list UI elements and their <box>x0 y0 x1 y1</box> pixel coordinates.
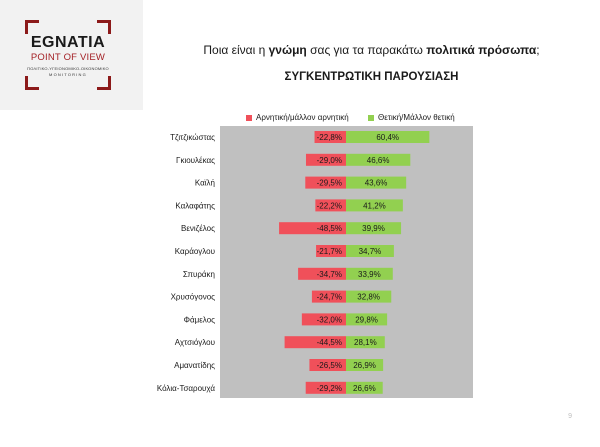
question-emphasis: πολιτικά πρόσωπα <box>426 43 537 57</box>
data-label-positive: 39,9% <box>362 224 385 233</box>
bar-positive <box>346 131 430 143</box>
bar-negative <box>305 381 346 394</box>
data-label-negative: -21,7% <box>317 247 342 256</box>
bar-positive <box>346 290 392 303</box>
bar-positive <box>346 176 407 189</box>
legend-label-negative: Αρνητική/μάλλον αρνητική <box>256 113 349 122</box>
legend-label-positive: Θετική/Μάλλον θετική <box>378 113 455 122</box>
legend-item-positive: Θετική/Μάλλον θετική <box>368 113 455 122</box>
data-label-negative: -26,5% <box>317 361 342 370</box>
data-label-negative: -22,2% <box>317 201 342 210</box>
logo-tagline: POINT OF VIEW <box>30 52 106 63</box>
category-label: Γκιουλέκας <box>176 156 215 165</box>
data-label-positive: 41,2% <box>363 201 386 210</box>
category-label: Φάμελος <box>184 315 216 324</box>
logo-panel: EGNATIA POINT OF VIEW ΠΟΛΙΤΙΚΟ-ΥΓΕΙΟΝΟΜΙ… <box>0 0 143 110</box>
page-number: 9 <box>568 413 572 420</box>
category-label: Αχτσιόγλου <box>175 338 215 347</box>
legend-item-negative: Αρνητική/μάλλον αρνητική <box>246 113 349 122</box>
bar-negative <box>305 176 346 189</box>
question-text: Ποια είναι η <box>203 43 269 57</box>
question-emphasis: γνώμη <box>268 43 307 57</box>
data-label-positive: 28,1% <box>354 338 377 347</box>
bar-negative <box>279 222 346 235</box>
plot-area <box>220 126 473 398</box>
bar-positive <box>346 381 383 394</box>
chart-legend: Αρνητική/μάλλον αρνητική Θετική/Μάλλον θ… <box>0 113 600 125</box>
category-label: Χρυσόγονος <box>171 293 216 302</box>
logo-corner <box>25 76 39 90</box>
data-label-positive: 32,8% <box>357 293 380 302</box>
data-label-negative: -24,7% <box>317 293 342 302</box>
bar-negative <box>305 153 346 166</box>
data-label-positive: 60,4% <box>376 133 399 142</box>
chart-subtitle: ΣΥΓΚΕΝΤΡΩΤΙΚΗ ΠΑΡΟΥΣΙΑΣΗ <box>284 71 459 83</box>
logo: EGNATIA POINT OF VIEW ΠΟΛΙΤΙΚΟ-ΥΓΕΙΟΝΟΜΙ… <box>25 20 111 90</box>
category-label: Βενιζέλος <box>181 224 215 233</box>
data-label-positive: 46,6% <box>367 156 390 165</box>
bar-negative <box>311 290 346 303</box>
data-label-positive: 34,7% <box>359 247 382 256</box>
category-label: Σπυράκη <box>183 270 215 279</box>
category-label: Τζιτζικώστας <box>170 133 215 142</box>
data-label-positive: 26,9% <box>353 361 376 370</box>
data-label-negative: -34,7% <box>317 270 342 279</box>
category-label: Καϊλή <box>195 179 215 188</box>
data-label-negative: -22,8% <box>317 133 342 142</box>
bar-positive <box>346 222 402 235</box>
bar-negative <box>284 336 346 349</box>
chart-question: Ποια είναι η γνώμη σας για τα παρακάτω π… <box>143 43 600 57</box>
question-text: ; <box>536 43 540 57</box>
data-label-positive: 26,6% <box>353 384 376 393</box>
logo-line1: ΠΟΛΙΤΙΚΟ-ΥΓΕΙΟΝΟΜΙΚΟ-ΟΙΚΟΝΟΜΙΚΟ <box>27 66 109 71</box>
bar-positive <box>346 199 403 212</box>
category-label: Καλαφάτης <box>175 201 215 210</box>
logo-line2: MONITORING <box>49 72 87 77</box>
bar-negative <box>314 131 346 143</box>
data-label-negative: -29,5% <box>317 179 342 188</box>
logo-corner <box>97 76 111 90</box>
bar-negative <box>301 313 346 326</box>
bar-positive <box>346 336 385 349</box>
bar-positive <box>346 313 388 326</box>
data-label-negative: -29,0% <box>317 156 342 165</box>
data-label-positive: 29,8% <box>355 315 378 324</box>
bar-positive <box>346 267 393 280</box>
bar-positive <box>346 245 394 257</box>
bar-negative <box>298 267 346 280</box>
bar-negative <box>315 199 346 212</box>
category-label: Καράογλου <box>175 247 215 256</box>
bar-negative <box>309 359 346 371</box>
data-label-positive: 43,6% <box>365 179 388 188</box>
legend-swatch-negative <box>246 114 252 121</box>
bar-negative <box>316 245 346 257</box>
category-label: Αμανατίδης <box>174 361 215 370</box>
legend-swatch-positive <box>368 114 374 121</box>
bar-positive <box>346 153 411 166</box>
logo-name: EGNATIA <box>30 34 106 51</box>
data-label-negative: -48,5% <box>317 224 342 233</box>
category-label: Κόλια-Τσαρουχά <box>157 384 216 393</box>
data-label-positive: 33,9% <box>358 270 381 279</box>
data-label-negative: -32,0% <box>317 315 342 324</box>
data-label-negative: -44,5% <box>317 338 342 347</box>
question-text: σας για τα παρακάτω <box>306 43 427 57</box>
data-label-negative: -29,2% <box>317 384 342 393</box>
logo-corner <box>97 20 111 34</box>
bar-positive <box>346 359 384 371</box>
logo-corner <box>25 20 39 34</box>
